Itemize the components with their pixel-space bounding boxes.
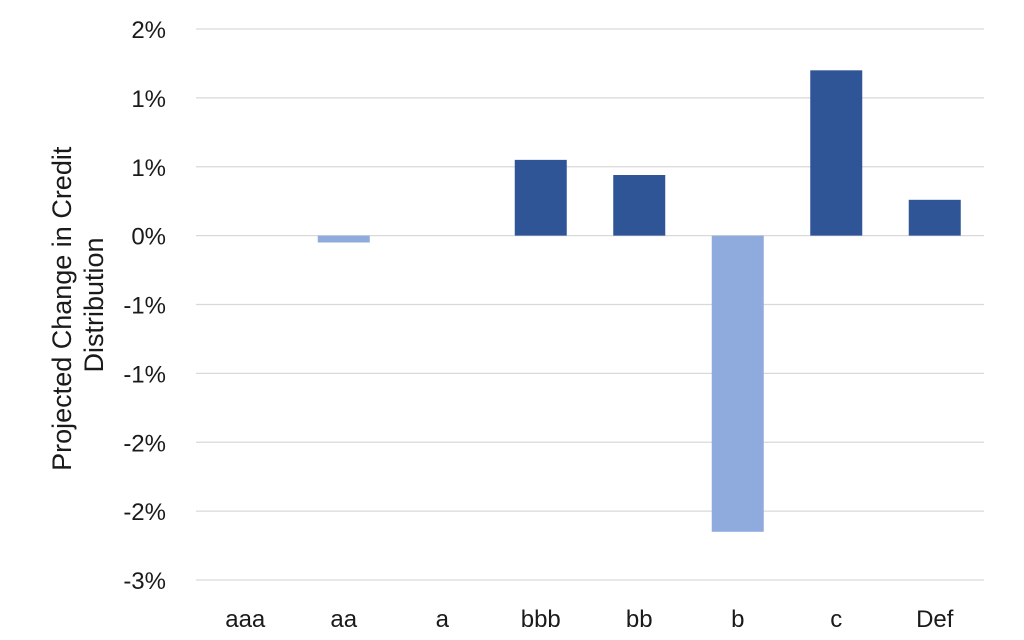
- x-axis-ticks: aaa aa a bbb bb b c Def: [225, 606, 954, 633]
- y-tick-label: 0%: [131, 224, 166, 251]
- bar-b: [711, 235, 764, 532]
- y-tick-label: 1%: [131, 155, 166, 182]
- bars: [317, 70, 961, 532]
- bar-c: [810, 70, 863, 236]
- y-tick-label: 1%: [131, 86, 166, 113]
- x-tick-label: Def: [916, 606, 954, 633]
- x-tick-label: b: [731, 606, 744, 633]
- x-tick-label: aaa: [225, 606, 266, 633]
- y-tick-label: -2%: [123, 430, 166, 457]
- x-tick-label: c: [830, 606, 842, 633]
- y-axis-ticks: 2% 1% 1% 0% -1% -1% -2% -2% -3%: [123, 17, 166, 595]
- x-tick-label: aa: [330, 606, 357, 633]
- gridlines: [196, 28, 984, 581]
- y-tick-label: -3%: [123, 568, 166, 595]
- bar-aa: [317, 235, 370, 243]
- x-tick-label: bbb: [521, 606, 561, 633]
- x-tick-label: bb: [626, 606, 653, 633]
- x-tick-label: a: [436, 606, 450, 633]
- y-axis-title: Projected Change in Credit Distribution: [47, 139, 109, 471]
- y-axis-title-line-1: Projected Change in Credit: [47, 146, 77, 471]
- y-tick-label: -1%: [123, 361, 166, 388]
- y-tick-label: 2%: [131, 17, 166, 44]
- bar-def: [908, 199, 961, 236]
- y-axis-title-line-2: Distribution: [79, 237, 109, 372]
- y-tick-label: -1%: [123, 293, 166, 320]
- bar-bbb: [514, 159, 567, 236]
- y-tick-label: -2%: [123, 499, 166, 526]
- bar-bb: [613, 175, 666, 236]
